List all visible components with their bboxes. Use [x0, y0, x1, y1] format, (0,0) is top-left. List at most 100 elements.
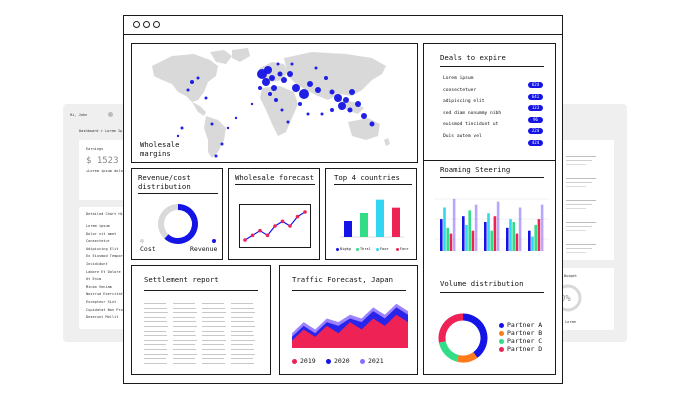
legend-entry: 2021 — [360, 357, 384, 365]
deal-count-badge[interactable]: 224 — [528, 128, 543, 135]
legend-entry: Partner B — [499, 329, 542, 337]
map-marker — [274, 98, 278, 102]
table-cell-line — [202, 326, 226, 327]
data-point — [258, 228, 262, 233]
deals-panel[interactable]: Deals to expire Lorem ipsum 624 consectetu… — [423, 43, 556, 161]
world-map — [152, 48, 390, 158]
deal-count-badge[interactable]: 641 — [528, 93, 543, 100]
deal-count-badge[interactable]: 123 — [528, 105, 543, 112]
map-marker — [210, 122, 214, 126]
map-marker — [307, 81, 313, 87]
bar — [528, 230, 531, 251]
volume-panel-title: Volume distribution — [440, 279, 524, 288]
title-underline — [440, 177, 544, 178]
bar — [509, 219, 512, 251]
table-cell-line — [144, 339, 168, 341]
legend-swatch — [292, 358, 297, 364]
revenue-panel-title: Revenue/cost distribution — [138, 173, 191, 191]
traffic-forecast-panel[interactable]: Traffic Forecast, Japan 2019 2020 2021 — [279, 265, 418, 375]
budget-gauge-value: 0% — [560, 294, 571, 304]
bar — [534, 224, 537, 251]
list-item: Cupidatat Non Proid — [86, 307, 128, 312]
map-marker — [314, 66, 318, 70]
legend-entry: 2020 — [326, 357, 350, 365]
bar — [490, 230, 493, 251]
cost-label: Cost — [140, 245, 156, 253]
table-cell-line — [202, 312, 226, 314]
top-countries-panel[interactable]: Top 4 countries Bigkg Thrsl Foor Fonr — [325, 168, 417, 260]
revenue-donut — [158, 204, 198, 244]
earnings-amount: $ 1523 — [86, 156, 119, 166]
bar — [468, 210, 471, 251]
data-point — [303, 210, 307, 214]
table-cell-line — [231, 307, 254, 309]
map-marker — [214, 154, 218, 158]
deal-count-badge[interactable]: 96 — [528, 116, 543, 123]
deal-count-badge[interactable]: 624 — [528, 82, 543, 88]
table-cell-line — [202, 307, 225, 309]
roaming-panel-title: Roaming Steering — [440, 165, 511, 174]
table-cell-line — [202, 321, 225, 323]
wholesale-margins-panel[interactable]: Wholesale margins — [131, 43, 418, 163]
table-cell-line — [144, 326, 168, 327]
map-marker — [355, 101, 361, 107]
legend-swatch — [356, 247, 359, 251]
table-cell-line — [144, 330, 166, 332]
table-cell-line — [144, 358, 166, 360]
table-cell-line — [173, 335, 196, 337]
table-cell-line — [231, 326, 255, 327]
table-cell-line — [173, 349, 196, 350]
legend-swatch — [376, 247, 379, 251]
window-control-dot[interactable] — [153, 21, 160, 28]
bar — [360, 213, 368, 237]
bar — [465, 224, 468, 251]
legend-entry: Thrsl — [356, 247, 371, 252]
window-control-dot[interactable] — [143, 21, 150, 28]
table-cell-line — [202, 353, 226, 355]
map-marker — [190, 80, 194, 84]
legend-entry: Partner D — [499, 345, 542, 353]
table-cell-line — [231, 330, 253, 332]
deal-count-badge[interactable]: 424 — [528, 140, 543, 146]
legend-swatch — [396, 247, 399, 251]
data-point — [295, 214, 300, 219]
plot-frame — [239, 204, 311, 248]
map-marker — [280, 108, 284, 112]
legend-swatch — [499, 346, 504, 352]
legend-swatch — [326, 358, 331, 364]
window-control-dot[interactable] — [133, 21, 140, 28]
deal-label: consectetuer — [443, 87, 477, 93]
placeholder-line — [566, 186, 586, 187]
bar — [474, 204, 478, 251]
data-point — [280, 219, 285, 224]
roaming-steering-panel[interactable]: Roaming Steering Volume distribution Par… — [423, 161, 556, 375]
map-marker — [329, 89, 335, 95]
pie-slice-revenue — [164, 204, 198, 244]
table-cell-line — [144, 307, 167, 309]
deal-row: consectetuer 641 — [443, 87, 543, 100]
budget-card — [562, 268, 614, 330]
list-item: Minim Veniam — [86, 284, 112, 289]
map-marker — [220, 142, 224, 146]
map-marker — [298, 102, 302, 106]
map-marker — [299, 89, 309, 99]
revenue-cost-panel[interactable]: Revenue/cost distribution Cost Revenue — [131, 168, 223, 260]
area-series-2019 — [292, 314, 408, 348]
bar — [446, 227, 449, 251]
bar — [496, 201, 500, 251]
bar — [484, 222, 487, 251]
dashboard-window: Wholesale margins Deals to expire Lorem … — [123, 15, 563, 384]
settlement-report-panel[interactable]: Settlement report — [131, 265, 271, 375]
list-item: Labore Et Dolore — [86, 269, 121, 274]
map-marker — [250, 102, 254, 106]
budget-caption: Lorem — [565, 320, 576, 324]
wholesale-forecast-panel[interactable]: Wholesale forecast — [228, 168, 320, 260]
bar — [462, 216, 465, 251]
placeholder-line — [566, 252, 586, 253]
earnings-card-title: Earnings — [86, 147, 104, 151]
volume-donut — [438, 313, 488, 363]
traffic-panel-title: Traffic Forecast, Japan — [292, 275, 394, 284]
data-point — [265, 233, 270, 238]
table-cell-line — [231, 339, 255, 341]
list-item: Lorem ipsum — [86, 224, 110, 228]
